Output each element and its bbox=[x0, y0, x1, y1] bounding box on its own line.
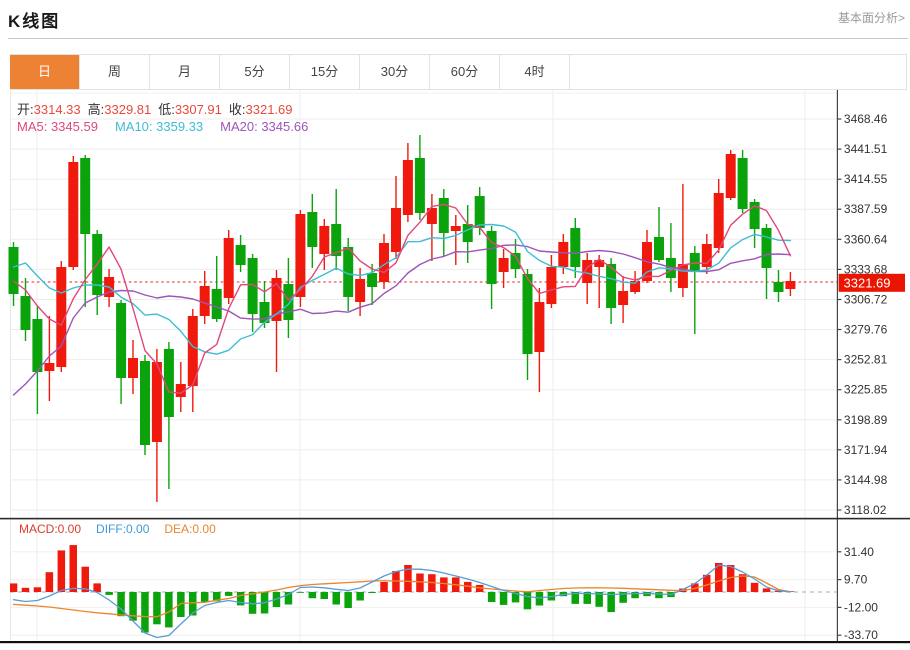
svg-text:3198.89: 3198.89 bbox=[844, 413, 888, 427]
svg-text:3321.69: 3321.69 bbox=[844, 276, 891, 291]
svg-text:3333.68: 3333.68 bbox=[844, 262, 888, 276]
svg-text:3118.02: 3118.02 bbox=[844, 503, 887, 517]
svg-text:3279.76: 3279.76 bbox=[844, 323, 888, 337]
svg-text:3468.46: 3468.46 bbox=[844, 112, 888, 126]
svg-text:3225.85: 3225.85 bbox=[844, 383, 888, 397]
svg-text:3360.64: 3360.64 bbox=[844, 232, 888, 246]
svg-text:9.70: 9.70 bbox=[844, 573, 868, 587]
svg-text:31.40: 31.40 bbox=[844, 545, 874, 559]
svg-text:-33.70: -33.70 bbox=[844, 628, 878, 642]
svg-text:3252.81: 3252.81 bbox=[844, 353, 888, 367]
svg-text:3144.98: 3144.98 bbox=[844, 473, 888, 487]
svg-text:3441.51: 3441.51 bbox=[844, 142, 888, 156]
svg-text:3171.94: 3171.94 bbox=[844, 443, 888, 457]
svg-text:-12.00: -12.00 bbox=[844, 600, 878, 614]
svg-text:3414.55: 3414.55 bbox=[844, 172, 888, 186]
svg-text:3306.72: 3306.72 bbox=[844, 293, 888, 307]
svg-text:3387.59: 3387.59 bbox=[844, 202, 888, 216]
